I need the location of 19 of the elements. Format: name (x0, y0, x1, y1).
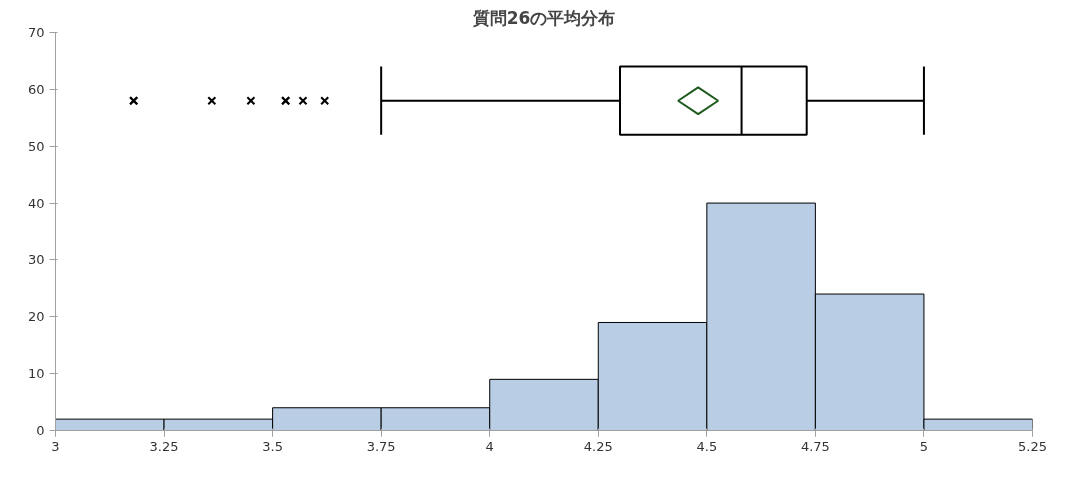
y-tick-label: 40 (27, 195, 45, 211)
y-tick-label: 50 (27, 138, 45, 154)
x-tick-label: 3.25 (149, 438, 179, 454)
x-tick-label: 4.5 (696, 438, 718, 454)
x-tick-label: 4 (485, 438, 494, 454)
y-tick-label: 10 (27, 366, 45, 382)
chart-title: 質問26の平均分布 (471, 7, 616, 28)
x-tick-label: 3 (51, 438, 60, 454)
x-tick-label: 4.75 (800, 438, 830, 454)
x-tick-label: 4.25 (583, 438, 613, 454)
y-tick-label: 70 (27, 25, 45, 40)
x-tick-label: 5 (919, 438, 929, 454)
y-tick-label: 60 (27, 81, 45, 97)
y-tick-label: 20 (27, 309, 45, 325)
x-tick-label: 3.75 (366, 438, 396, 454)
x-tick-label: 5.25 (1018, 438, 1047, 454)
y-tick-label: 30 (27, 252, 45, 268)
x-tick-label: 3.5 (262, 438, 283, 454)
y-tick-label: 0 (36, 423, 45, 438)
